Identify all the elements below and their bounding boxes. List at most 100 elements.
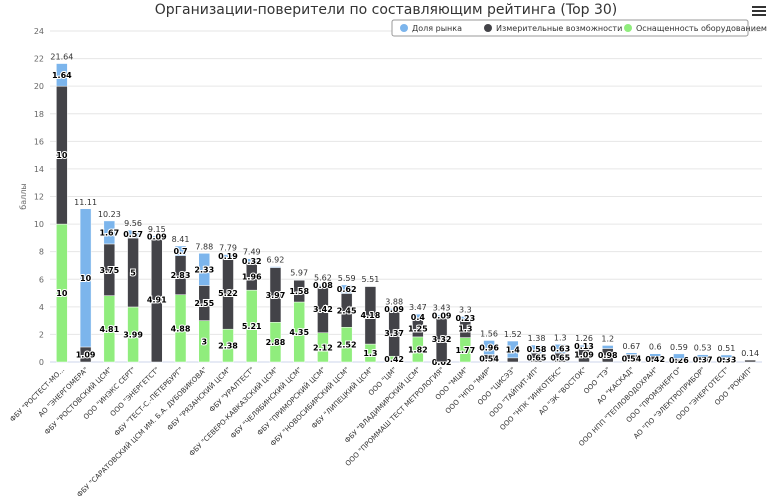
- data-label: 2.33: [194, 265, 214, 274]
- total-label: 3.43: [433, 304, 451, 313]
- data-label: 4.18: [361, 311, 381, 320]
- legend-marker[interactable]: [400, 24, 408, 32]
- y-tick-label: 12: [34, 193, 44, 202]
- bar-segment[interactable]: [222, 254, 234, 258]
- data-label: 2.55: [194, 299, 214, 308]
- bar-segment[interactable]: [601, 345, 614, 349]
- total-label: 3.88: [385, 297, 403, 306]
- y-tick-label: 4: [39, 303, 44, 312]
- data-label: 1.64: [52, 71, 72, 80]
- bar-segment[interactable]: [459, 316, 472, 320]
- bar-segment[interactable]: [578, 344, 590, 348]
- bar-segment[interactable]: [720, 354, 733, 358]
- total-label: 0.6: [649, 343, 662, 352]
- data-label: 0.09: [147, 232, 167, 241]
- bar-segment[interactable]: [625, 352, 638, 355]
- data-label: 0.98: [598, 351, 618, 360]
- bar-segment[interactable]: [388, 308, 400, 310]
- total-label: 5.62: [314, 273, 332, 282]
- total-label: 5.51: [361, 275, 379, 284]
- bar-segment[interactable]: [56, 63, 68, 87]
- data-label: 0.42: [645, 355, 665, 364]
- total-label: 1.3: [554, 333, 567, 342]
- legend-item[interactable]: Измерительные возможности: [496, 24, 622, 33]
- data-label: 0.62: [337, 285, 357, 294]
- bar-segment[interactable]: [412, 313, 424, 320]
- legend-marker[interactable]: [624, 24, 632, 32]
- data-label: 0.96: [479, 344, 499, 353]
- bar-segment[interactable]: [673, 353, 685, 359]
- total-label: 0.14: [741, 349, 759, 358]
- x-category-label: АО "ЭК "ВОСТОК": [537, 366, 588, 417]
- data-label: 0.33: [717, 356, 737, 365]
- total-label: 5.97: [290, 269, 308, 278]
- total-label: 1.2: [601, 334, 614, 343]
- total-label: 0.59: [670, 343, 688, 352]
- total-label: 3.47: [409, 303, 427, 312]
- data-label: 4.81: [99, 325, 119, 334]
- data-label: 5.21: [242, 322, 262, 331]
- bar-segment[interactable]: [649, 353, 661, 357]
- total-label: 8.41: [172, 235, 190, 244]
- data-label: 1.3: [363, 349, 377, 358]
- legend-item[interactable]: Доля рынка: [412, 24, 462, 33]
- data-label: 0.32: [242, 257, 262, 266]
- bar-segment[interactable]: [174, 245, 187, 256]
- data-label: 0.58: [527, 345, 547, 354]
- bar-segment[interactable]: [127, 229, 139, 239]
- bar-segment[interactable]: [435, 314, 448, 317]
- legend-item[interactable]: Оснащенность оборудованием: [636, 24, 767, 33]
- bar-segment[interactable]: [269, 266, 282, 268]
- data-label: 0.7: [173, 247, 187, 256]
- y-tick-label: 2: [39, 330, 44, 339]
- data-label: 3.42: [313, 305, 333, 314]
- bar-segment[interactable]: [364, 285, 377, 287]
- menu-bar-icon: [752, 6, 766, 8]
- bar-segment[interactable]: [744, 359, 756, 363]
- legend-marker[interactable]: [484, 24, 492, 32]
- bar-segment[interactable]: [317, 284, 329, 286]
- bar-segment[interactable]: [103, 220, 116, 245]
- bar-segment[interactable]: [151, 235, 163, 238]
- bar-segment[interactable]: [507, 340, 519, 359]
- y-tick-label: 0: [39, 358, 44, 367]
- bar-segment[interactable]: [554, 344, 567, 354]
- y-axis-title: баллы: [19, 183, 28, 209]
- data-label: 4.91: [147, 296, 167, 305]
- bar-segment[interactable]: [507, 357, 519, 363]
- bar-segment[interactable]: [696, 354, 709, 358]
- data-label: 0.09: [432, 311, 452, 320]
- total-label: 0.53: [694, 344, 712, 353]
- data-label: 0.37: [693, 355, 713, 364]
- data-label: 4.88: [171, 324, 191, 333]
- bar-segment[interactable]: [530, 344, 543, 354]
- data-label: 5: [130, 268, 136, 277]
- data-label: 1.96: [242, 273, 262, 282]
- total-label: 1.38: [528, 334, 546, 343]
- bar-segment[interactable]: [293, 279, 305, 281]
- data-label: 0.09: [384, 305, 404, 314]
- bar-segment[interactable]: [340, 284, 353, 294]
- data-label: 3.99: [123, 330, 143, 339]
- bar-segment[interactable]: [198, 253, 211, 286]
- total-label: 11.11: [74, 198, 97, 207]
- data-label: 2.88: [266, 338, 286, 347]
- data-label: 0.65: [550, 354, 570, 363]
- bar-segment[interactable]: [245, 258, 258, 264]
- data-label: 1.4: [506, 345, 521, 354]
- data-label: 0.42: [384, 355, 404, 364]
- data-label: 1.3: [458, 325, 472, 334]
- data-label: 0.08: [313, 281, 333, 290]
- data-label: 10: [80, 274, 92, 283]
- data-label: 0.65: [527, 354, 547, 363]
- data-label: 0.57: [123, 230, 143, 239]
- data-label: 3.97: [266, 291, 286, 300]
- data-label: 10: [56, 289, 68, 298]
- data-label: 2.12: [313, 343, 333, 352]
- hamburger-menu-icon[interactable]: [752, 4, 766, 18]
- total-label: 1.26: [575, 334, 593, 343]
- bar-segment[interactable]: [483, 340, 495, 355]
- data-label: 3.75: [99, 266, 119, 275]
- bar-segment[interactable]: [79, 208, 92, 348]
